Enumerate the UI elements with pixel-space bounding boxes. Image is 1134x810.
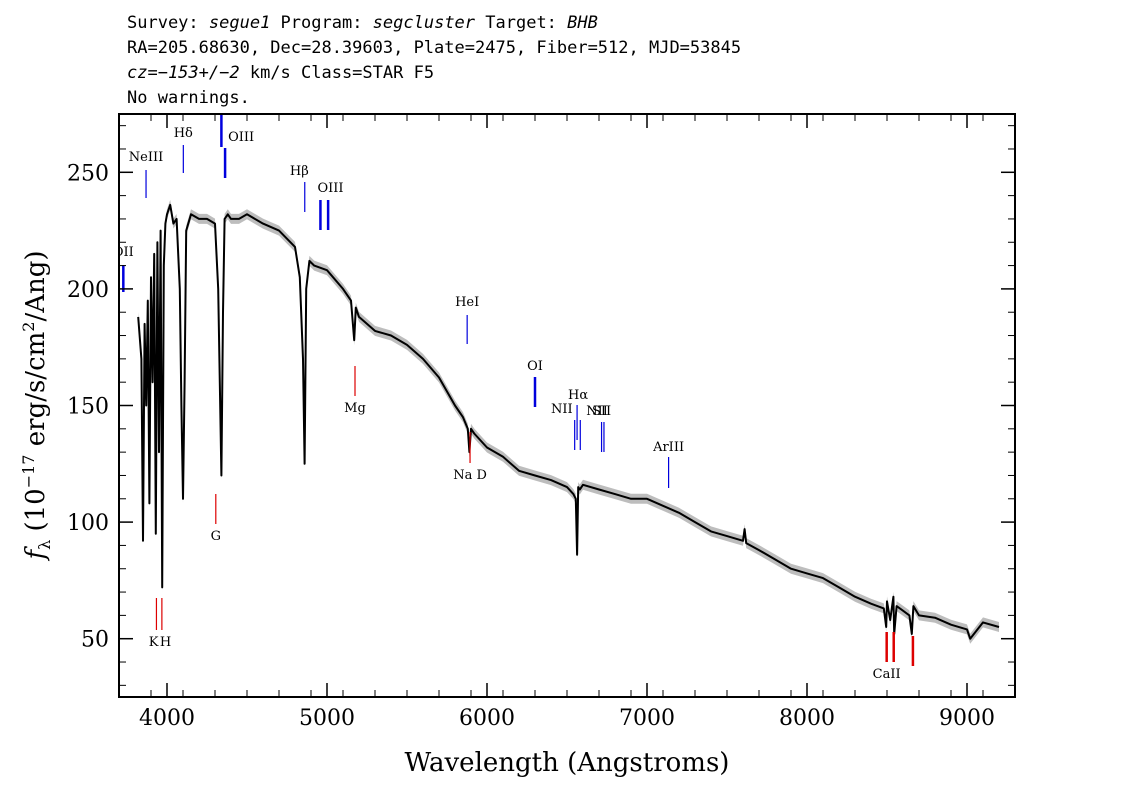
y-axis-subscript: λ: [35, 540, 54, 550]
line-label: OIII: [228, 130, 254, 145]
line-label: H: [160, 635, 171, 650]
header-line-4: No warnings.: [127, 88, 250, 108]
line-label: K: [149, 635, 159, 650]
program-value: segcluster: [373, 13, 476, 33]
x-tick-label: 7000: [619, 706, 675, 731]
spectrum-line: [137, 203, 1000, 640]
line-label: NII: [551, 402, 573, 417]
y-axis-unit-end: /Ang): [21, 250, 51, 321]
target-value: BHB: [567, 13, 598, 33]
line-label: Hδ: [174, 126, 193, 141]
spectrum-layer: [137, 203, 1000, 640]
line-label: NeIII: [129, 150, 163, 165]
header-line-2: RA=205.68630, Dec=28.39603, Plate=2475, …: [127, 38, 741, 58]
header-line-1: Survey: segue1 Program: segcluster Targe…: [127, 13, 598, 33]
y-tick-label: 100: [67, 511, 109, 536]
survey-prefix: Survey:: [127, 13, 209, 33]
line-label: NII: [586, 404, 608, 419]
line-label: Hα: [568, 388, 588, 403]
y-tick-label: 50: [81, 628, 109, 653]
x-tick-label: 8000: [779, 706, 835, 731]
line-label: Mg: [344, 401, 366, 416]
y-axis-exponent-2: 2: [19, 322, 38, 332]
target-prefix: Target:: [475, 13, 567, 33]
y-tick-label: 150: [67, 395, 109, 420]
y-tick-label: 200: [67, 278, 109, 303]
x-axis-title: Wavelength (Angstroms): [405, 748, 730, 778]
header-line-3: cz=−153+/−2 km/s Class=STAR F5: [127, 63, 434, 83]
axis-ticks: 4000 5000 6000 7000 8000 9000 50 100 150 200 250: [67, 114, 1016, 731]
line-label: G: [211, 529, 221, 544]
x-tick-label: 4000: [139, 706, 195, 731]
line-label: Na D: [453, 468, 487, 483]
line-label: Hβ: [290, 164, 309, 179]
line-label: HeI: [455, 295, 479, 310]
program-prefix: Program:: [270, 13, 372, 33]
line-label: CaII: [873, 667, 901, 682]
line-label: OI: [527, 359, 543, 374]
y-axis-title-text: fλ (10−17 erg/s/cm2/Ang): [19, 250, 54, 561]
redshift-value: cz=−153+/−2: [127, 63, 240, 83]
line-label: OIII: [317, 181, 343, 196]
line-label: ArIII: [652, 440, 684, 455]
x-tick-label: 5000: [299, 706, 355, 731]
line-label: SII: [592, 404, 611, 419]
y-tick-label: 250: [67, 161, 109, 186]
class-value: km/s Class=STAR F5: [240, 63, 434, 83]
x-tick-label: 6000: [459, 706, 515, 731]
y-axis-title: fλ (10−17 erg/s/cm2/Ang): [19, 250, 54, 561]
line-label: OII: [113, 245, 134, 260]
y-axis-exponent: −17: [19, 455, 38, 489]
y-axis-unit-open: (10: [21, 488, 51, 540]
x-tick-label: 9000: [939, 706, 995, 731]
error-band-layer: [138, 199, 999, 644]
error-band: [138, 199, 999, 644]
y-axis-unit-mid: erg/s/cm: [21, 332, 51, 455]
survey-value: segue1: [209, 13, 270, 33]
